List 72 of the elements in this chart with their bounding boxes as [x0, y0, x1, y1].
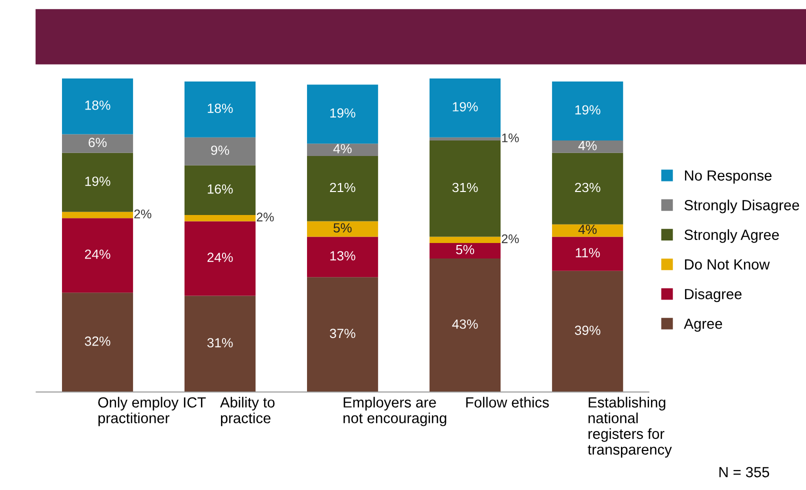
bar: [430, 140, 501, 237]
data-label: 18%: [208, 104, 233, 113]
data-label: 5%: [334, 223, 352, 233]
data-label: 5%: [456, 244, 474, 254]
bar: [184, 221, 256, 296]
data-label: 31%: [207, 338, 233, 348]
bar: [307, 144, 378, 156]
data-label: 6%: [88, 138, 107, 148]
bar: [307, 156, 378, 222]
data-label: 19%: [85, 176, 110, 186]
data-label: 2%: [256, 212, 274, 222]
legend-label: Do Not Know: [685, 259, 770, 270]
legend-label: Disagree: [685, 288, 742, 302]
x-tick-label: Ability to practice: [220, 396, 275, 426]
bar: [552, 224, 624, 237]
data-label: 13%: [330, 251, 356, 260]
data-label: 31%: [452, 182, 478, 192]
bar: [552, 140, 624, 153]
data-label: 24%: [84, 250, 110, 259]
bar: [62, 292, 134, 392]
data-label: 1%: [502, 134, 519, 142]
x-tick-label: Follow ethics: [466, 396, 549, 408]
data-label: 23%: [575, 182, 600, 192]
bar: [430, 78, 501, 138]
bar: [430, 236, 501, 243]
legend-label: Strongly Agree: [684, 229, 779, 243]
bar: [184, 165, 256, 216]
bar: [184, 82, 256, 138]
data-label: 2%: [134, 210, 152, 218]
bar: [62, 218, 134, 293]
data-label: 9%: [211, 146, 230, 155]
bar: [184, 137, 256, 166]
x-tick-label: Employers are not encouraging: [344, 396, 446, 426]
bar: [307, 221, 378, 237]
data-label: 18%: [85, 100, 110, 110]
legend-label: Agree: [684, 318, 722, 332]
data-label: 4%: [333, 144, 352, 154]
bar: [184, 296, 256, 392]
bar: [430, 242, 501, 258]
data-label: 32%: [84, 336, 110, 346]
data-label: 4%: [578, 140, 597, 150]
bar: [62, 78, 134, 134]
data-label: 16%: [208, 184, 233, 194]
data-label: 2%: [502, 234, 519, 244]
bar: [62, 134, 134, 153]
bar: [307, 236, 378, 278]
bar: [552, 82, 624, 140]
data-label: 4%: [578, 224, 597, 234]
bar: [307, 84, 378, 144]
data-label: 19%: [575, 105, 600, 115]
bar: [62, 152, 134, 212]
data-label: 19%: [330, 108, 356, 118]
data-label: 11%: [576, 248, 600, 258]
bar: [430, 137, 501, 140]
data-label: 19%: [452, 102, 478, 112]
text: N = 355: [719, 466, 770, 478]
bar: [552, 236, 624, 271]
x-tick-label: Establishing national registers for transparency: [588, 396, 672, 458]
data-label: 21%: [330, 182, 356, 192]
data-label: 39%: [574, 326, 600, 335]
bar: [62, 212, 134, 218]
data-label: 37%: [330, 328, 356, 338]
bar: [307, 277, 378, 392]
data-label: 43%: [452, 319, 478, 329]
bar: [430, 258, 501, 392]
x-tick-label: Only employ ICT practitioner: [98, 396, 206, 426]
bar: [552, 270, 624, 392]
bar: [552, 152, 624, 224]
legend-label: No Response: [685, 170, 772, 184]
data-label: 24%: [208, 252, 233, 262]
bar: [184, 215, 256, 222]
legend-label: Strongly Disagree: [684, 200, 800, 214]
